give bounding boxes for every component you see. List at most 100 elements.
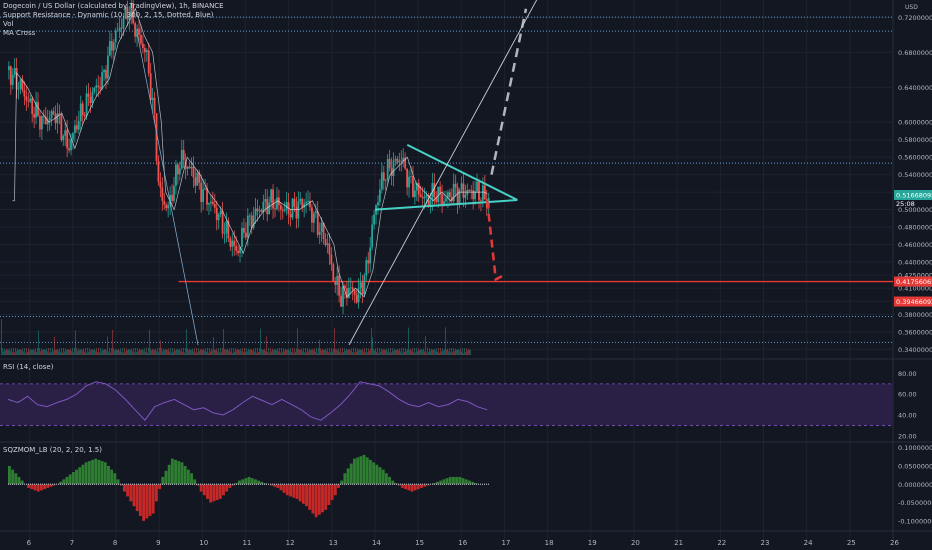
volume-bar: [451, 348, 452, 355]
volume-bar: [416, 348, 417, 355]
time-tick-label: 25: [847, 539, 856, 547]
volume-bar: [420, 349, 421, 355]
volume-bar: [408, 327, 409, 355]
legend-indicator-sr: Support Resistance - Dynamic (10, 300, 2…: [3, 11, 214, 19]
volume-bar: [405, 348, 406, 355]
volume-bar: [372, 337, 373, 355]
volume-bar: [468, 349, 469, 355]
volume-bar: [298, 349, 299, 355]
candle-body: [173, 185, 175, 201]
volume-bar: [356, 351, 357, 355]
sqz-bar: [170, 458, 174, 485]
volume-bar: [92, 349, 93, 355]
volume-bar: [200, 348, 201, 355]
volume-bar: [157, 348, 158, 355]
candle-body: [363, 275, 366, 295]
candle-body: [349, 287, 352, 289]
candle-body: [31, 98, 34, 115]
volume-bar: [464, 348, 465, 355]
candle-body: [143, 48, 146, 53]
candle-body: [272, 189, 274, 209]
volume-bar: [161, 348, 162, 355]
candle-body: [231, 240, 234, 247]
candle-body: [246, 215, 249, 238]
candle-body: [225, 220, 228, 233]
volume-bar: [162, 351, 163, 355]
volume-bar: [205, 348, 206, 355]
sqz-bar: [404, 484, 408, 490]
volume-bar: [46, 348, 47, 355]
candle-body: [192, 166, 195, 178]
volume-bar: [145, 351, 146, 355]
volume-bar: [12, 352, 13, 355]
volume-bar: [119, 350, 120, 355]
volume-bar: [207, 348, 208, 355]
volume-bar: [319, 339, 320, 355]
volume-bar: [25, 352, 26, 355]
sqz-bar: [126, 484, 130, 497]
volume-bar: [288, 348, 289, 355]
candle-body: [46, 120, 49, 125]
time-tick-label: 10: [199, 539, 208, 547]
candle-body: [441, 194, 443, 205]
sqz-bar: [87, 461, 91, 485]
volume-bar: [17, 348, 18, 355]
volume-bar: [190, 349, 191, 355]
sqz-bar: [183, 465, 187, 485]
volume-bar: [69, 350, 70, 355]
sqz-bar: [100, 461, 104, 485]
volume-bar: [254, 351, 255, 355]
sqz-bar: [174, 459, 177, 485]
volume-bar: [287, 349, 288, 355]
time-tick-label: 12: [286, 539, 295, 547]
volume-bar: [229, 348, 230, 355]
sqz-bar: [148, 484, 152, 516]
sqz-bar: [177, 461, 181, 485]
volume-bar: [428, 352, 429, 355]
volume-bar: [194, 348, 195, 355]
volume-bar: [232, 352, 233, 355]
candle-body: [468, 189, 471, 191]
volume-bar: [279, 348, 280, 355]
volume-bar: [187, 348, 188, 355]
volume-bar: [225, 349, 226, 355]
candle-body: [56, 113, 59, 124]
volume-bar: [89, 348, 90, 355]
candle-body: [58, 113, 61, 116]
volume-bar: [339, 351, 340, 355]
volume-bar: [227, 349, 228, 355]
volume-bar: [273, 350, 274, 355]
legend-indicator-ma: MA Cross: [3, 29, 36, 37]
volume-bar: [28, 348, 29, 355]
sqz-bar: [384, 473, 388, 485]
candle-body: [145, 50, 148, 53]
volume-bar: [438, 348, 439, 355]
volume-bar: [253, 348, 254, 355]
volume-bar: [100, 348, 101, 355]
sqz-bar: [231, 484, 235, 486]
candle-body: [478, 181, 480, 201]
volume-bar: [123, 352, 124, 355]
time-tick-label: 20: [631, 539, 640, 547]
volume-bar: [121, 351, 122, 355]
volume-bar: [453, 348, 454, 355]
sqz-bar: [103, 462, 107, 485]
volume-bar: [365, 352, 366, 355]
volume-bar: [446, 350, 447, 355]
candle-body: [332, 264, 335, 282]
candle-body: [285, 202, 288, 210]
volume-bar: [8, 349, 9, 355]
candle-body: [425, 194, 428, 197]
volume-bar: [317, 352, 318, 355]
volume-bar: [371, 327, 372, 355]
volume-bar: [173, 351, 174, 355]
volume-bar: [14, 352, 15, 355]
volume-bar: [363, 351, 364, 355]
candle-body: [413, 190, 416, 198]
volume-bar: [62, 352, 63, 355]
time-tick-label: 19: [588, 539, 597, 547]
